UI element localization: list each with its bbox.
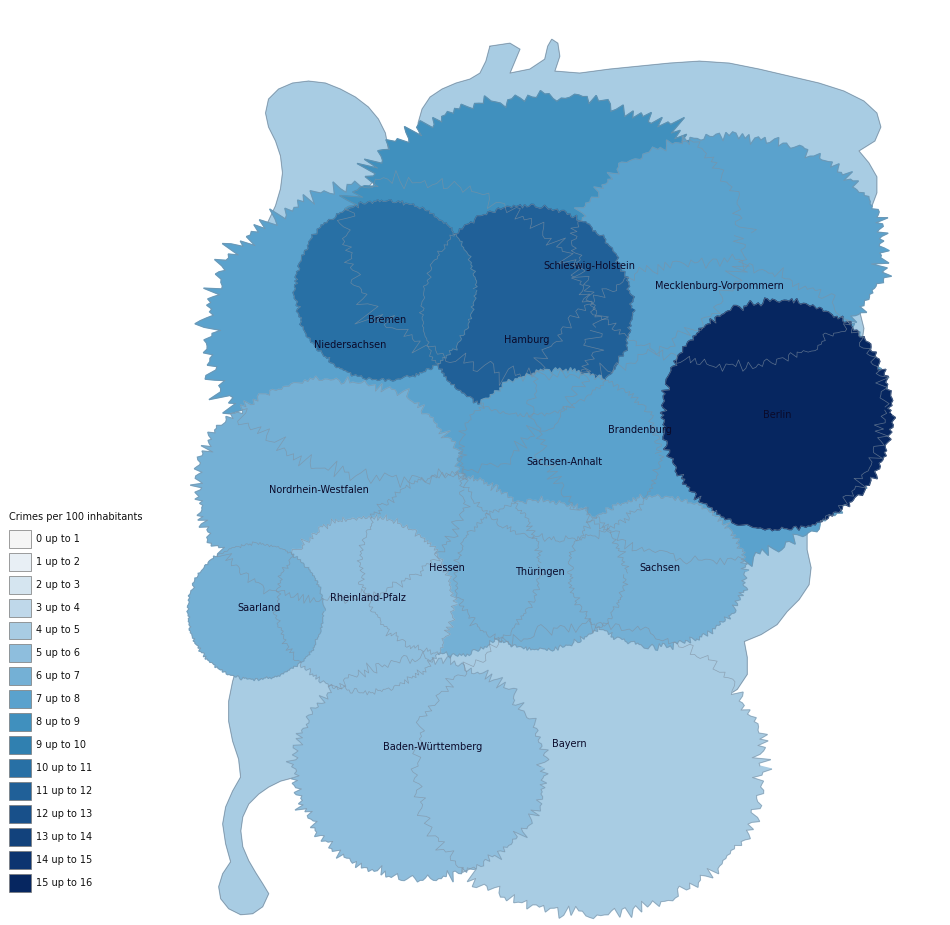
- FancyBboxPatch shape: [10, 622, 31, 639]
- Polygon shape: [411, 619, 771, 919]
- FancyBboxPatch shape: [10, 782, 31, 800]
- Polygon shape: [457, 367, 664, 542]
- Polygon shape: [286, 651, 549, 882]
- Text: Niedersachsen: Niedersachsen: [314, 340, 387, 351]
- Polygon shape: [419, 204, 635, 417]
- FancyBboxPatch shape: [10, 805, 31, 823]
- Text: Baden-Württemberg: Baden-Württemberg: [383, 742, 482, 752]
- Text: 9 up to 10: 9 up to 10: [36, 740, 86, 750]
- Text: 11 up to 12: 11 up to 12: [36, 786, 92, 796]
- Polygon shape: [190, 376, 470, 603]
- Text: 1 up to 2: 1 up to 2: [36, 557, 81, 567]
- FancyBboxPatch shape: [10, 759, 31, 777]
- Polygon shape: [273, 514, 457, 695]
- Text: 12 up to 13: 12 up to 13: [36, 809, 92, 819]
- FancyBboxPatch shape: [10, 553, 31, 571]
- Text: Bremen: Bremen: [369, 315, 407, 326]
- FancyBboxPatch shape: [10, 713, 31, 731]
- FancyBboxPatch shape: [10, 645, 31, 662]
- Polygon shape: [570, 132, 891, 371]
- Text: Brandenburg: Brandenburg: [608, 426, 672, 435]
- FancyBboxPatch shape: [10, 874, 31, 892]
- Polygon shape: [567, 494, 749, 650]
- Text: 2 up to 3: 2 up to 3: [36, 580, 81, 589]
- FancyBboxPatch shape: [10, 530, 31, 548]
- Text: Hessen: Hessen: [429, 562, 465, 573]
- Text: 10 up to 11: 10 up to 11: [36, 763, 92, 773]
- Text: Crimes per 100 inhabitants: Crimes per 100 inhabitants: [10, 512, 142, 522]
- Polygon shape: [526, 254, 889, 566]
- FancyBboxPatch shape: [10, 690, 31, 709]
- Text: Mecklenburg-Vorpommern: Mecklenburg-Vorpommern: [655, 280, 784, 290]
- Text: 7 up to 8: 7 up to 8: [36, 695, 81, 704]
- Text: Schleswig-Holstein: Schleswig-Holstein: [543, 261, 636, 271]
- Text: 3 up to 4: 3 up to 4: [36, 602, 80, 612]
- Text: Rheinland-Pfalz: Rheinland-Pfalz: [331, 593, 407, 602]
- Text: Thüringen: Thüringen: [515, 567, 564, 576]
- Text: 6 up to 7: 6 up to 7: [36, 672, 81, 682]
- Text: 13 up to 14: 13 up to 14: [36, 832, 92, 842]
- Text: 5 up to 6: 5 up to 6: [36, 648, 81, 659]
- Text: 15 up to 16: 15 up to 16: [36, 878, 92, 888]
- FancyBboxPatch shape: [10, 575, 31, 594]
- FancyBboxPatch shape: [10, 598, 31, 617]
- Polygon shape: [357, 471, 544, 658]
- Text: 4 up to 5: 4 up to 5: [36, 625, 81, 635]
- FancyBboxPatch shape: [10, 851, 31, 869]
- Text: 14 up to 15: 14 up to 15: [36, 855, 92, 865]
- Polygon shape: [293, 200, 477, 381]
- Text: Sachsen-Anhalt: Sachsen-Anhalt: [526, 457, 603, 467]
- FancyBboxPatch shape: [10, 828, 31, 845]
- Text: 8 up to 9: 8 up to 9: [36, 717, 80, 727]
- Text: Hamburg: Hamburg: [504, 336, 549, 345]
- Text: Berlin: Berlin: [763, 410, 791, 420]
- Polygon shape: [660, 298, 896, 531]
- FancyBboxPatch shape: [10, 736, 31, 754]
- Text: Sachsen: Sachsen: [639, 562, 680, 573]
- Polygon shape: [195, 170, 609, 487]
- Polygon shape: [218, 39, 881, 915]
- Polygon shape: [451, 496, 629, 651]
- Text: Bayern: Bayern: [552, 739, 587, 749]
- FancyBboxPatch shape: [10, 667, 31, 685]
- Polygon shape: [337, 91, 756, 386]
- Polygon shape: [187, 542, 325, 681]
- Text: 0 up to 1: 0 up to 1: [36, 534, 80, 544]
- Text: Nordrhein-Westfalen: Nordrhein-Westfalen: [269, 485, 369, 495]
- Text: Saarland: Saarland: [238, 602, 280, 612]
